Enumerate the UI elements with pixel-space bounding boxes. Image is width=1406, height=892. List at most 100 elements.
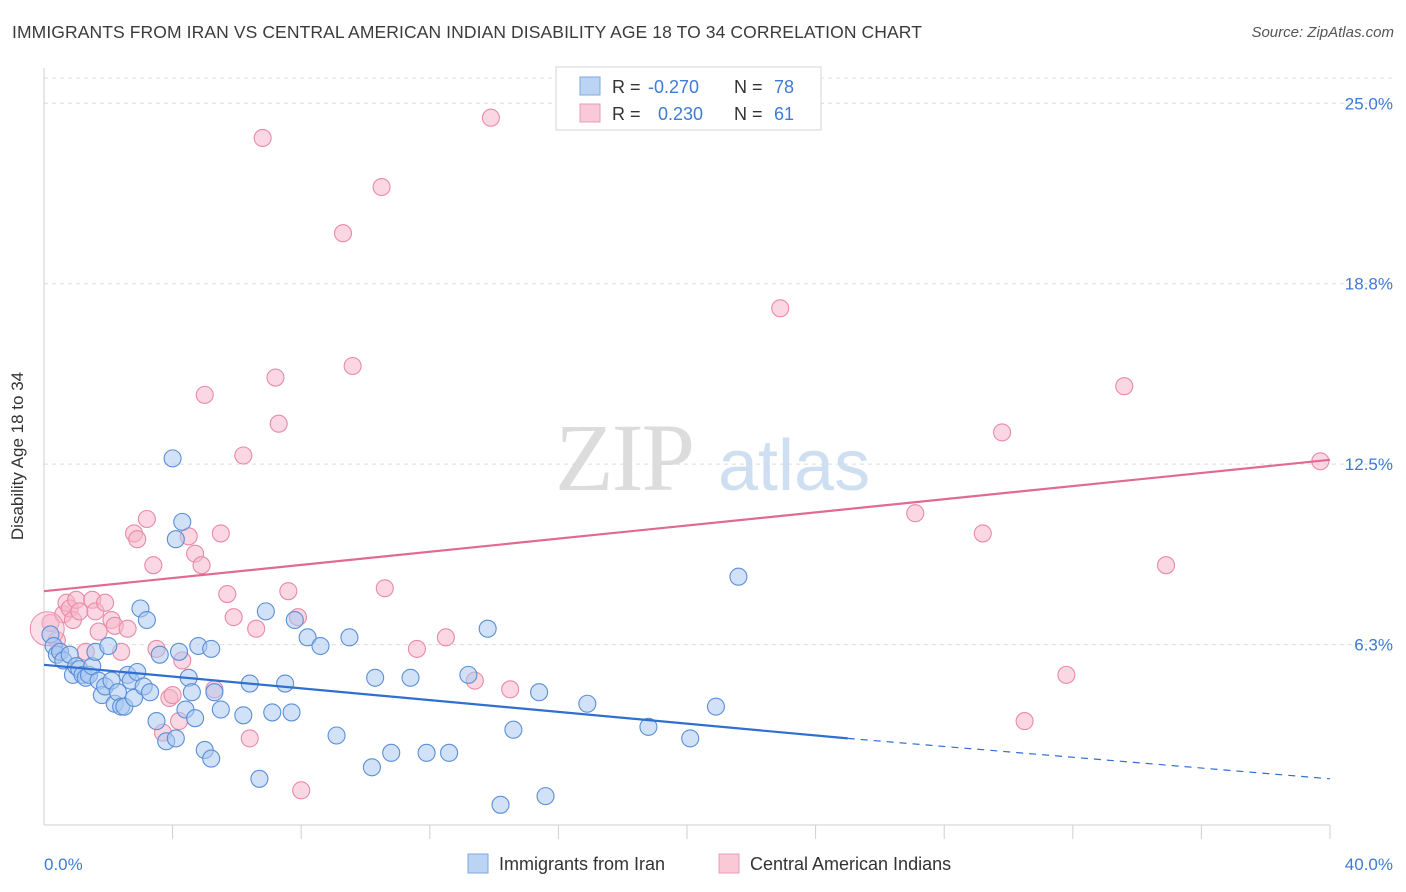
tick-labels: 6.3% 12.5% 18.8% 25.0% 0.0% 40.0%	[44, 94, 1393, 874]
point-central-american-60	[1115, 377, 1134, 396]
point-central-american-44	[292, 781, 311, 800]
point-central-american-56	[973, 524, 992, 543]
point-central-american-55	[906, 504, 925, 523]
point-iran-43	[202, 749, 221, 768]
point-iran-45	[211, 700, 230, 719]
point-central-american-40	[266, 368, 285, 387]
point-central-american-59	[1057, 665, 1076, 684]
trend-line-iran-extension	[847, 737, 1331, 780]
watermark: ZIP atlas	[555, 404, 870, 511]
stats-n-value-pink: 61	[774, 104, 794, 124]
chart-title: IMMIGRANTS FROM IRAN VS CENTRAL AMERICAN…	[12, 22, 923, 42]
point-iran-72	[639, 717, 658, 736]
point-iran-53	[276, 674, 295, 693]
watermark-atlas: atlas	[718, 426, 870, 506]
point-iran-51	[256, 602, 275, 621]
point-iran-70	[536, 787, 555, 806]
point-iran-56	[311, 636, 330, 656]
stats-n-label-pink: N =	[734, 104, 763, 124]
point-iran-31	[147, 712, 166, 731]
legend-label-iran: Immigrants from Iran	[499, 854, 665, 874]
point-iran-57	[327, 726, 346, 745]
point-iran-65	[459, 665, 478, 684]
point-central-american-53	[501, 680, 520, 699]
stats-r-label-pink: R =	[612, 104, 641, 124]
point-central-american-46	[343, 356, 362, 376]
watermark-zip: ZIP	[555, 404, 693, 511]
stats-r-label-blue: R =	[612, 77, 641, 97]
point-central-american-41	[269, 414, 288, 433]
point-central-american-31	[195, 385, 214, 404]
series-legend: Immigrants from Iran Central American In…	[467, 853, 951, 874]
point-central-american-42	[279, 582, 298, 601]
point-iran-60	[366, 668, 385, 687]
point-iran-35	[166, 729, 185, 748]
point-iran-74	[706, 697, 725, 716]
point-central-american-54	[771, 299, 790, 318]
point-iran-64	[440, 743, 459, 762]
point-iran-68	[504, 720, 523, 739]
point-central-american-57	[993, 423, 1012, 442]
point-iran-29	[137, 610, 156, 630]
y-tick-label-3: 25.0%	[1345, 94, 1393, 113]
point-central-american-61	[1156, 556, 1176, 575]
x-tick-label-1: 40.0%	[1345, 855, 1393, 874]
point-iran-67	[491, 795, 510, 814]
point-iran-73	[681, 729, 700, 748]
point-iran-39	[182, 683, 201, 702]
point-central-american-39	[253, 128, 272, 147]
y-tick-label-2: 18.8%	[1345, 275, 1393, 294]
point-central-american-19	[128, 530, 147, 549]
stats-swatch-pink	[579, 103, 601, 123]
trend-line-iran	[43, 663, 848, 740]
stats-swatch-blue	[579, 76, 601, 96]
point-central-american-21	[144, 556, 163, 575]
stats-legend: R = -0.270 N = 78 R = 0.230 N = 61	[555, 66, 822, 131]
legend-swatch-iran	[467, 853, 489, 874]
trend-lines	[43, 458, 1331, 780]
point-central-american-17	[118, 619, 137, 638]
axes	[43, 68, 1331, 839]
point-iran-46	[166, 530, 185, 549]
point-iran-69	[530, 683, 549, 702]
point-iran-71	[578, 694, 597, 713]
point-central-american-25	[163, 686, 182, 705]
point-central-american-35	[224, 608, 243, 627]
point-iran-59	[362, 758, 381, 777]
point-central-american-50	[436, 628, 455, 647]
y-tick-label-1: 12.5%	[1345, 455, 1393, 474]
point-central-american-38	[247, 619, 266, 638]
point-central-american-36	[234, 446, 253, 465]
point-iran-44	[205, 683, 224, 702]
point-central-american-12	[89, 622, 108, 641]
point-central-american-48	[375, 579, 394, 598]
point-iran-62	[401, 668, 420, 687]
point-central-american-13	[96, 593, 115, 612]
point-central-american-34	[218, 585, 237, 604]
point-iran-49	[234, 706, 253, 725]
stats-n-label-blue: N =	[734, 77, 763, 97]
legend-label-central-american: Central American Indians	[750, 854, 951, 874]
point-iran-25	[124, 688, 144, 708]
point-central-american-58	[1015, 712, 1034, 731]
point-iran-48	[202, 639, 221, 658]
source-label: Source: ZipAtlas.com	[1251, 24, 1394, 41]
point-iran-58	[340, 628, 359, 647]
stats-r-value-pink: 0.230	[658, 104, 703, 124]
point-iran-40	[186, 709, 205, 728]
point-iran-32	[150, 645, 169, 664]
point-iran-17	[99, 636, 118, 656]
point-iran-61	[382, 743, 401, 762]
trend-line-central-american	[43, 458, 1331, 593]
point-central-american-45	[333, 224, 353, 243]
stats-n-value-blue: 78	[774, 77, 794, 97]
point-iran-66	[478, 619, 497, 638]
point-central-american-30	[192, 556, 211, 575]
stats-r-value-blue: -0.270	[648, 77, 699, 97]
point-iran-55	[298, 628, 317, 647]
point-iran-52	[263, 703, 282, 722]
point-iran-47	[169, 642, 189, 661]
x-tick-label-0: 0.0%	[44, 855, 83, 874]
series-immigrants-from-iran	[41, 449, 748, 814]
